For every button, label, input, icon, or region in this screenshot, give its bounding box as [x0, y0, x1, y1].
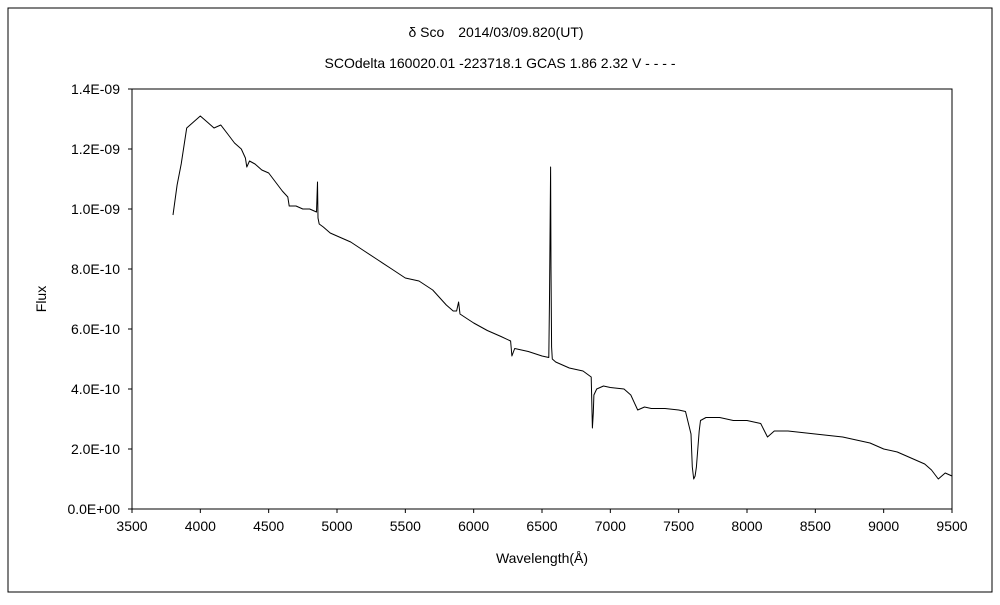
- x-tick-label: 7000: [595, 518, 626, 534]
- y-tick-label: 4.0E-10: [71, 381, 120, 397]
- x-tick-label: 3500: [116, 518, 147, 534]
- x-axis-label: Wavelength(Å): [496, 550, 588, 566]
- y-tick-label: 2.0E-10: [71, 441, 120, 457]
- spectrum-line: [172, 115, 953, 480]
- x-tick-label: 5500: [390, 518, 421, 534]
- chart-title: δ Sco 2014/03/09.820(UT): [408, 24, 583, 40]
- x-tick-label: 6000: [458, 518, 489, 534]
- x-tick-label: 9500: [936, 518, 967, 534]
- series-group: [172, 115, 953, 480]
- x-tick-label: 6500: [526, 518, 557, 534]
- y-axis-label: Flux: [33, 286, 49, 312]
- chart-border: [7, 7, 993, 593]
- x-tick-label: 4000: [185, 518, 216, 534]
- y-tick-label: 1.0E-09: [71, 201, 120, 217]
- x-tick-label: 9000: [868, 518, 899, 534]
- y-axis-ticks: 0.0E+00 2.0E-10 4.0E-10 6.0E-10 8.0E-10 1.0E-…: [67, 81, 132, 517]
- x-tick-label: 8500: [800, 518, 831, 534]
- y-tick-label: 0.0E+00: [67, 501, 120, 517]
- chart-subtitle: SCOdelta 160020.01 -223718.1 GCAS 1.86 2…: [325, 55, 676, 71]
- x-axis-ticks: 3500 4000 4500 5000 5500 6000 6500 7000 7500 8000…: [116, 509, 968, 534]
- x-tick-label: 7500: [663, 518, 694, 534]
- x-tick-label: 5000: [321, 518, 352, 534]
- x-tick-label: 8000: [731, 518, 762, 534]
- y-tick-label: 1.2E-09: [71, 141, 120, 157]
- y-tick-label: 6.0E-10: [71, 321, 120, 337]
- y-tick-label: 1.4E-09: [71, 81, 120, 97]
- x-tick-label: 4500: [253, 518, 284, 534]
- y-tick-label: 8.0E-10: [71, 261, 120, 277]
